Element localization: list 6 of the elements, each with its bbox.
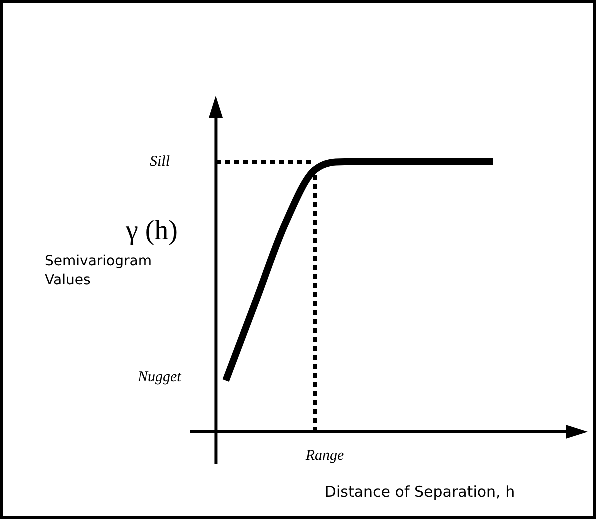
x-axis-title: Distance of Separation, h <box>324 482 516 501</box>
text: Range <box>304 448 345 464</box>
ref-line-label: Sill <box>150 154 170 170</box>
text: Semivariogram Values <box>45 254 152 289</box>
text: Nugget <box>137 370 182 386</box>
y-axis-title: γ (h) <box>124 215 178 246</box>
